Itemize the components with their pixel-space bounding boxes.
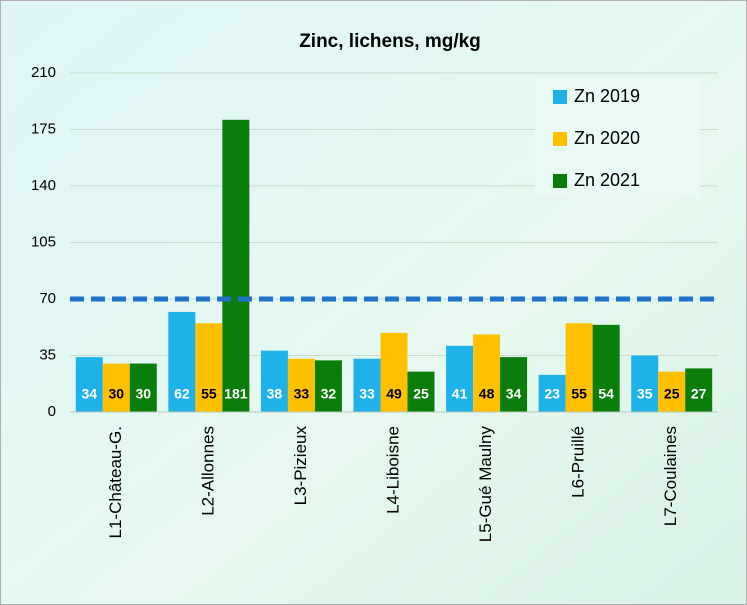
data-label: 181: [224, 386, 248, 402]
data-label: 33: [294, 386, 310, 402]
data-label: 48: [479, 386, 495, 402]
y-tick-label: 105: [31, 233, 56, 250]
data-label: 33: [359, 386, 375, 402]
x-tick-label: L3-Pizieux: [291, 426, 310, 506]
data-label: 30: [135, 386, 151, 402]
bar: [380, 332, 408, 412]
legend-label: Zn 2019: [574, 86, 640, 106]
y-tick-label: 210: [31, 64, 56, 81]
bar: [287, 358, 315, 412]
data-label: 38: [267, 386, 283, 402]
x-tick-label: L7-Coulaines: [661, 426, 680, 526]
y-tick-label: 140: [31, 177, 56, 194]
data-label: 41: [452, 386, 468, 402]
bar: [565, 323, 593, 412]
bar: [195, 323, 223, 412]
data-label: 49: [386, 386, 402, 402]
bar: [260, 350, 288, 412]
data-label: 30: [108, 386, 124, 402]
bar: [353, 358, 381, 412]
bar: [407, 371, 435, 412]
bar: [685, 368, 713, 412]
bar: [102, 363, 130, 412]
bar: [658, 371, 686, 412]
data-label: 35: [637, 386, 653, 402]
data-label: 23: [544, 386, 560, 402]
data-label: 25: [664, 386, 680, 402]
chart-title: Zinc, lichens, mg/kg: [299, 31, 481, 52]
y-tick-label: 0: [48, 403, 56, 420]
legend-swatch: [553, 132, 567, 146]
data-label: 25: [413, 386, 429, 402]
bar: [538, 374, 566, 412]
legend-swatch: [553, 90, 567, 104]
x-tick-label: L4-Liboisne: [383, 426, 402, 514]
y-tick-label: 35: [39, 346, 56, 363]
y-tick-label: 70: [39, 290, 56, 307]
x-tick-label: L2-Allonnes: [198, 426, 217, 516]
data-label: 32: [321, 386, 337, 402]
bar: [500, 357, 528, 412]
data-label: 34: [81, 386, 97, 402]
bar: [631, 355, 659, 412]
y-tick-label: 175: [31, 120, 56, 137]
bar: [222, 119, 250, 413]
data-label: 34: [506, 386, 522, 402]
x-tick-label: L1-Château-G.: [106, 426, 125, 538]
bar: [168, 311, 196, 412]
data-label: 54: [598, 386, 614, 402]
bar: [473, 334, 501, 412]
data-label: 55: [201, 386, 217, 402]
bar: [75, 357, 103, 412]
legend-label: Zn 2020: [574, 128, 640, 148]
x-tick-label: L5-Gué Maulny: [476, 426, 495, 543]
legend-swatch: [553, 174, 567, 188]
bar: [129, 363, 157, 412]
legend-label: Zn 2021: [574, 170, 640, 190]
bar: [314, 360, 342, 412]
data-label: 55: [571, 386, 587, 402]
bar: [592, 324, 620, 412]
data-label: 62: [174, 386, 190, 402]
data-label: 27: [691, 386, 707, 402]
bar: [446, 345, 474, 412]
x-tick-label: L6-Pruillé: [569, 426, 588, 498]
